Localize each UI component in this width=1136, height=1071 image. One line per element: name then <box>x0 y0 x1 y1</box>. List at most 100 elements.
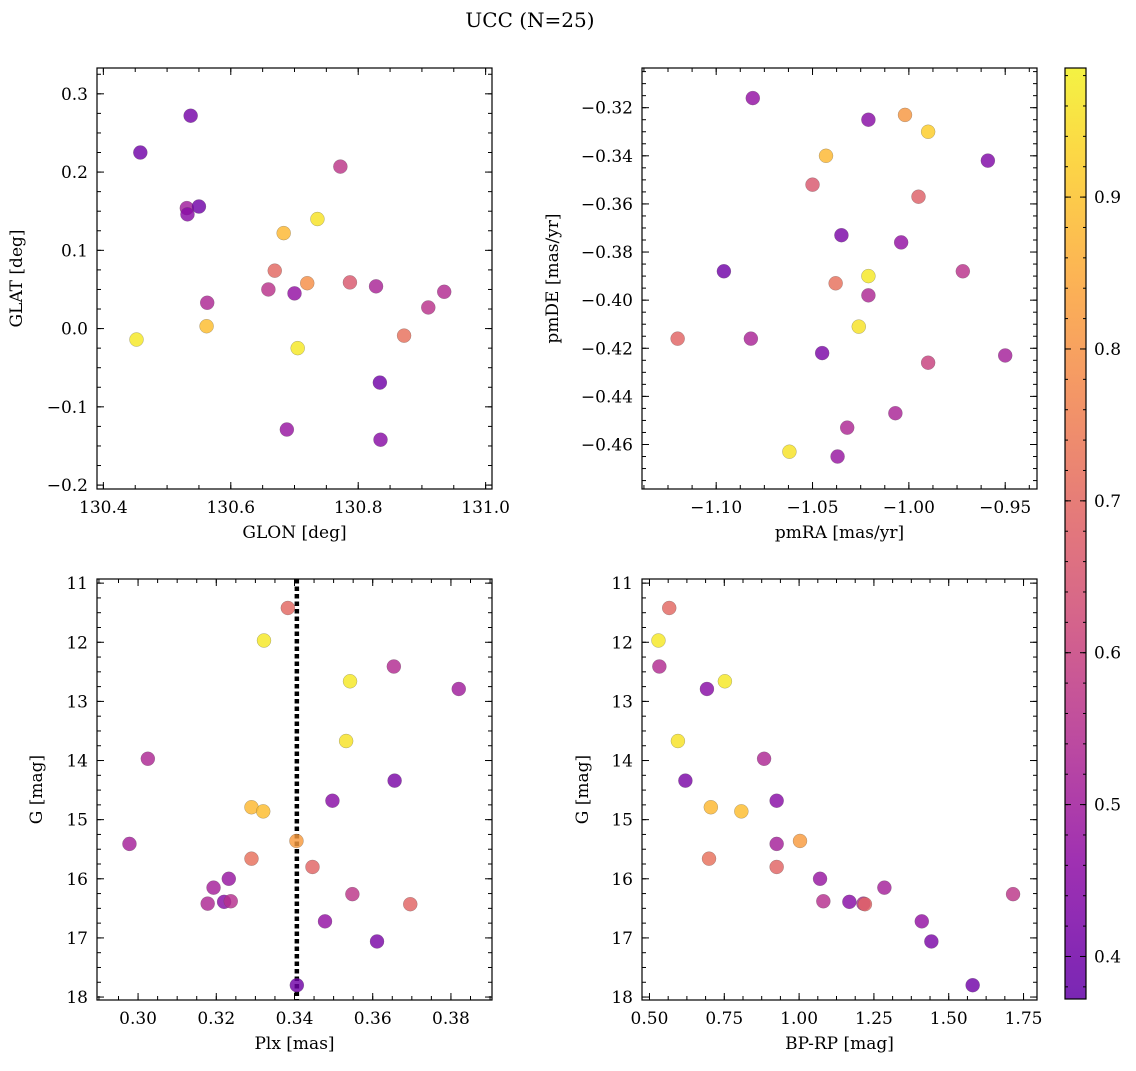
data-point <box>861 288 876 303</box>
points <box>651 600 1021 993</box>
data-point <box>342 674 358 689</box>
data-point <box>369 934 385 949</box>
data-point <box>276 225 291 241</box>
data-point <box>769 859 784 875</box>
data-point <box>651 633 666 648</box>
data-point <box>300 275 315 291</box>
axes-frame <box>96 67 493 490</box>
data-point <box>861 268 876 284</box>
y-axis-label: G [mag] <box>27 755 47 824</box>
y-tick-label: 0.2 <box>61 163 88 183</box>
x-tick-label: −1.10 <box>690 498 742 518</box>
data-point <box>183 108 198 123</box>
y-tick-label: 16 <box>611 870 633 890</box>
data-point <box>792 833 808 849</box>
colorbar-tick-label: 0.5 <box>1094 796 1121 816</box>
data-point <box>221 871 236 886</box>
data-point <box>652 659 667 674</box>
y-tick-label: −0.1 <box>47 398 88 418</box>
y-tick-label: −0.32 <box>581 99 633 119</box>
data-point <box>223 894 238 909</box>
x-tick-label: 0.32 <box>197 1009 235 1029</box>
data-point <box>816 894 831 909</box>
data-point <box>256 633 272 648</box>
data-point <box>965 978 980 993</box>
x-axis-label: BP-RP [mag] <box>785 1034 894 1054</box>
data-point <box>662 600 677 616</box>
data-point <box>769 793 784 808</box>
colorbar-tick-label: 0.6 <box>1094 644 1121 664</box>
x-axis-label: Plx [mas] <box>254 1034 334 1054</box>
data-point <box>1005 886 1021 902</box>
data-point <box>678 773 693 788</box>
scatter-panel-3: 0.30 0.32 0.34 0.36 0.38 11 12 13 14 15 16 17 18 Plx … <box>27 574 493 1054</box>
points <box>122 600 466 993</box>
y-tick-label: −0.44 <box>581 387 633 407</box>
data-point <box>325 793 340 808</box>
x-tick-label: −1.00 <box>883 498 935 518</box>
colorbar-tick-label: 0.9 <box>1094 188 1121 208</box>
data-point <box>888 406 903 421</box>
y-tick-label: 0.3 <box>61 85 88 105</box>
data-point <box>342 275 358 290</box>
data-point <box>200 896 215 911</box>
y-tick-label: −0.38 <box>581 243 633 263</box>
x-tick-label: 131.0 <box>461 498 510 518</box>
y-tick-label: 11 <box>611 574 633 594</box>
data-point <box>421 300 436 315</box>
ticks <box>97 579 492 1000</box>
x-tick-label: 0.38 <box>432 1009 470 1029</box>
figure-title: UCC (N=25) <box>465 8 594 32</box>
x-tick-label: 1.00 <box>780 1009 818 1029</box>
data-point <box>280 600 296 616</box>
data-point <box>451 681 466 697</box>
ticks <box>642 579 1037 1000</box>
data-point <box>699 681 715 697</box>
data-point <box>267 263 282 278</box>
y-tick-label: 16 <box>66 870 88 890</box>
y-tick-label: 18 <box>611 988 633 1008</box>
y-tick-label: 0.0 <box>61 320 88 340</box>
data-point <box>734 804 749 819</box>
data-point <box>857 897 873 912</box>
data-point <box>333 159 348 174</box>
data-point <box>387 773 402 788</box>
y-tick-label: −0.34 <box>581 147 633 167</box>
data-point <box>818 148 834 164</box>
y-tick-label: 18 <box>66 988 88 1008</box>
y-tick-label: 12 <box>611 633 633 653</box>
y-tick-label: −0.2 <box>47 476 88 496</box>
data-point <box>911 189 926 204</box>
y-tick-label: −0.36 <box>581 195 633 215</box>
ticks <box>97 68 492 489</box>
colorbar-tick-label: 0.4 <box>1094 947 1121 967</box>
data-point <box>955 264 971 279</box>
data-point <box>180 207 195 222</box>
data-point <box>805 177 820 192</box>
data-point <box>782 444 797 459</box>
data-point <box>396 328 412 343</box>
y-tick-label: −0.42 <box>581 339 633 359</box>
colorbar: 0.4 0.5 0.6 0.7 0.8 0.9 <box>1064 67 1121 1000</box>
y-tick-label: 13 <box>611 692 633 712</box>
scatter-panel-2: −1.10 −1.05 −1.00 −0.95 −0.46 −0.44 −0.42 −0.40… <box>543 67 1038 543</box>
x-tick-label: 0.34 <box>276 1009 314 1029</box>
x-tick-label: 0.30 <box>119 1009 157 1029</box>
y-axis-label: pmDE [mas/yr] <box>543 213 563 343</box>
data-point <box>877 880 892 895</box>
data-point <box>980 153 996 168</box>
axes-root: 130.4 130.6 130.8 131.0 −0.2 −0.1 0.0 0.1 0.2 0.3… <box>7 67 1042 1054</box>
data-point <box>814 345 830 361</box>
data-point <box>191 199 207 214</box>
data-point <box>897 107 913 123</box>
data-point <box>256 804 271 819</box>
data-point <box>861 112 876 127</box>
y-tick-label: 15 <box>611 811 633 831</box>
y-tick-label: −0.46 <box>581 435 633 455</box>
colorbar-tick-label: 0.8 <box>1094 340 1121 360</box>
points <box>129 108 452 447</box>
data-point <box>756 751 772 766</box>
x-tick-label: 0.50 <box>631 1009 669 1029</box>
data-point <box>893 235 909 250</box>
